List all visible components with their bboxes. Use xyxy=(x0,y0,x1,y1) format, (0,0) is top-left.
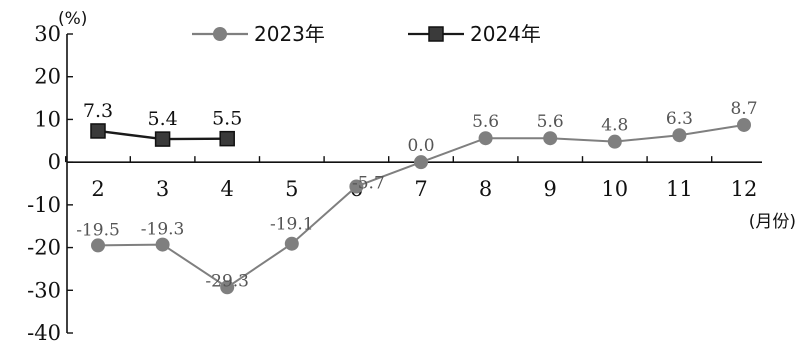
x-tick-label: 3 xyxy=(156,177,169,201)
y-tick-label: -20 xyxy=(27,236,61,260)
data-point-2023 xyxy=(220,280,235,295)
data-label-2023: -19.5 xyxy=(76,220,120,240)
data-label-2023: -29.3 xyxy=(205,271,249,291)
x-tick-label: 12 xyxy=(731,177,758,201)
data-point-2023 xyxy=(672,128,687,143)
data-label-2024: 5.5 xyxy=(212,108,242,130)
data-point-2023 xyxy=(284,236,299,251)
data-point-2024 xyxy=(90,123,106,139)
x-unit-label: (月份) xyxy=(749,212,796,232)
x-tick-label: 2 xyxy=(91,177,104,201)
series xyxy=(90,117,751,295)
data-point-2023 xyxy=(414,155,428,170)
data-point-2023 xyxy=(737,117,751,132)
legend-label: 2024年 xyxy=(470,22,541,46)
data-label-2023: -19.3 xyxy=(141,220,185,240)
legend: 2023年 2024年 xyxy=(192,22,541,46)
data-label-2023: 0.0 xyxy=(407,136,434,156)
data-label-2024: 5.4 xyxy=(147,108,177,130)
x-tick-label: 8 xyxy=(479,177,492,201)
data-label-2023: 4.8 xyxy=(601,116,628,136)
data-point-2023 xyxy=(478,131,493,146)
y-tick-label: 30 xyxy=(34,22,61,46)
y-tick-label: 10 xyxy=(34,107,61,131)
legend-marker xyxy=(213,27,227,41)
x-tick-label: 7 xyxy=(414,177,427,201)
data-label-2023: 6.3 xyxy=(666,109,693,129)
data-label-2023: 5.6 xyxy=(537,112,564,132)
legend-label: 2023年 xyxy=(254,22,325,46)
legend-marker xyxy=(428,26,444,42)
data-point-2023 xyxy=(607,134,622,149)
data-labels: -19.5 -19.3 -29.3 -19.1 -5.7 0.0 5.6 5.6 4.8 6.3 8… xyxy=(76,99,757,291)
data-point-2024 xyxy=(219,130,235,147)
data-label-2023: 8.7 xyxy=(730,99,757,119)
y-tick-label: -30 xyxy=(27,278,61,302)
x-tick-label: 4 xyxy=(221,177,234,201)
x-tick-label: 11 xyxy=(666,177,693,201)
data-point-2023 xyxy=(155,237,170,252)
data-point-2023 xyxy=(91,238,105,253)
data-label-2023: -19.1 xyxy=(270,215,314,235)
data-label-2023: 5.6 xyxy=(472,112,499,132)
data-label-2024: 7.3 xyxy=(83,100,113,122)
x-tick-label: 10 xyxy=(601,177,628,201)
y-tick-label: -10 xyxy=(27,193,61,217)
x-tick-label: 9 xyxy=(544,177,557,201)
x-tick-label: 5 xyxy=(285,177,298,201)
data-point-2023 xyxy=(543,131,558,146)
y-tick-label: 0 xyxy=(48,150,61,174)
data-label-2023: -5.7 xyxy=(352,173,385,193)
data-point-2023 xyxy=(349,179,364,194)
data-point-2024 xyxy=(154,131,171,147)
y-tick-label: -40 xyxy=(27,321,61,341)
y-unit-label: (%) xyxy=(58,9,87,29)
y-tick-label: 20 xyxy=(34,65,61,89)
